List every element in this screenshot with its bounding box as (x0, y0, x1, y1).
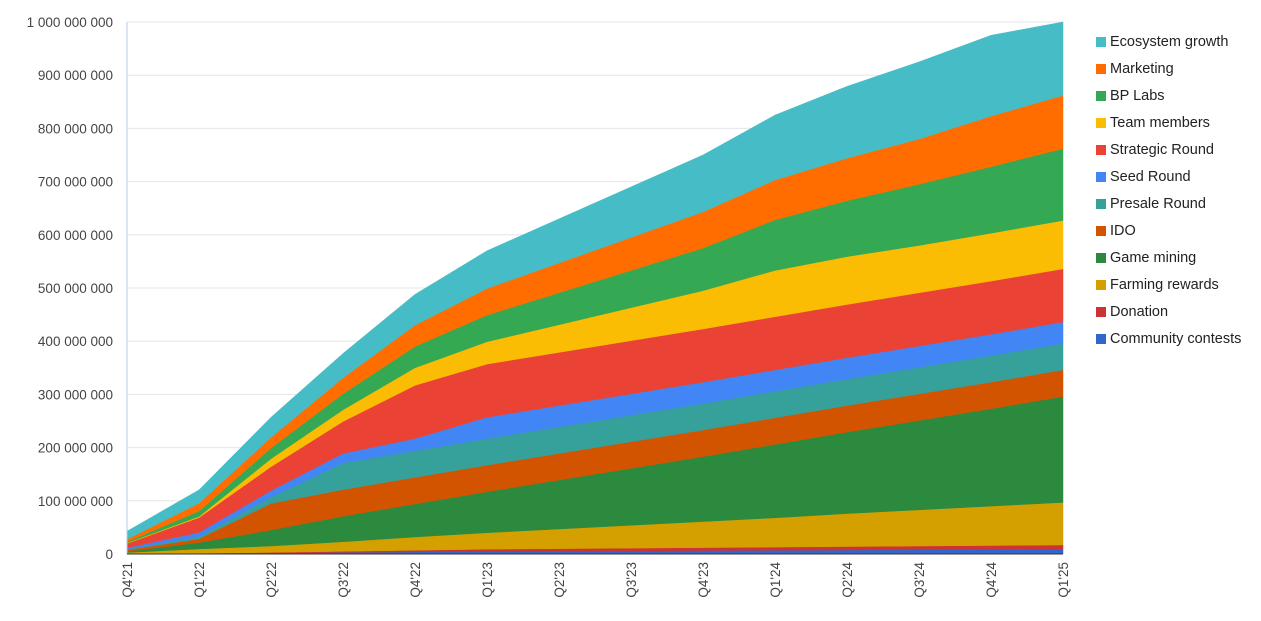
legend-item: Team members (1096, 109, 1241, 136)
legend-label: Team members (1110, 114, 1210, 131)
x-axis: Q4'21 Q1'22 Q2'22 Q3'22 Q4'22 Q1'23 Q2'23 Q3'23… (120, 553, 1071, 598)
legend-swatch (1096, 90, 1106, 101)
y-tick-label: 500 000 000 (38, 281, 113, 296)
x-tick-label: Q1'23 (480, 562, 495, 598)
legend-item: Farming rewards (1096, 271, 1241, 298)
x-tick-label: Q2'24 (840, 562, 855, 598)
x-tick-label: Q4'22 (408, 562, 423, 598)
legend-label: Donation (1110, 303, 1169, 320)
legend-item: Community contests (1096, 325, 1241, 352)
legend-label: Game mining (1110, 249, 1197, 266)
y-tick-label: 400 000 000 (38, 334, 113, 349)
legend-item: Presale Round (1096, 190, 1241, 217)
x-tick-label: Q2'23 (552, 562, 567, 598)
x-tick-label: Q3'22 (336, 562, 351, 598)
legend-item: BP Labs (1096, 82, 1241, 109)
legend-item: IDO (1096, 217, 1241, 244)
x-tick-label: Q1'24 (768, 562, 783, 598)
legend-item: Seed Round (1096, 163, 1241, 190)
y-axis: 0 100 000 000 200 000 000 300 000 000 400 00… (27, 15, 128, 562)
legend-swatch (1096, 252, 1106, 263)
legend-item: Game mining (1096, 244, 1241, 271)
x-tick-label: Q1'25 (1056, 562, 1071, 598)
legend-label: BP Labs (1110, 87, 1165, 104)
legend-item: Marketing (1096, 55, 1241, 82)
x-tick-label: Q2'22 (264, 562, 279, 598)
legend-swatch (1096, 36, 1106, 47)
legend-item: Strategic Round (1096, 136, 1241, 163)
y-tick-label: 100 000 000 (38, 494, 113, 509)
x-tick-label: Q1'22 (192, 562, 207, 598)
legend-swatch (1096, 279, 1106, 290)
legend-swatch (1096, 171, 1106, 182)
legend-item: Donation (1096, 298, 1241, 325)
legend-label: Marketing (1110, 60, 1174, 77)
y-tick-label: 1 000 000 000 (27, 15, 113, 30)
area-ecosystem-growth (126, 21, 1064, 540)
area-series-group (126, 21, 1064, 555)
legend-label: Farming rewards (1110, 276, 1219, 293)
legend: Ecosystem growth Marketing BP Labs Team mem… (1096, 28, 1241, 352)
legend-label: Strategic Round (1110, 141, 1214, 158)
y-tick-label: 700 000 000 (38, 175, 113, 190)
x-tick-label: Q3'23 (624, 562, 639, 598)
y-tick-label: 800 000 000 (38, 121, 113, 136)
legend-swatch (1096, 198, 1106, 209)
legend-swatch (1096, 117, 1106, 128)
y-tick-label: 200 000 000 (38, 441, 113, 456)
legend-swatch (1096, 144, 1106, 155)
legend-label: IDO (1110, 222, 1136, 239)
x-tick-label: Q4'21 (120, 562, 135, 598)
y-tick-label: 900 000 000 (38, 68, 113, 83)
legend-label: Ecosystem growth (1110, 33, 1229, 50)
legend-swatch (1096, 306, 1106, 317)
legend-swatch (1096, 225, 1106, 236)
legend-item: Ecosystem growth (1096, 28, 1241, 55)
x-tick-label: Q3'24 (912, 562, 927, 598)
y-tick-label: 600 000 000 (38, 228, 113, 243)
legend-swatch (1096, 63, 1106, 74)
x-tick-label: Q4'23 (696, 562, 711, 598)
legend-swatch (1096, 333, 1106, 344)
y-tick-label: 300 000 000 (38, 387, 113, 402)
x-tick-label: Q4'24 (984, 562, 999, 598)
legend-label: Seed Round (1110, 168, 1191, 185)
legend-label: Presale Round (1110, 195, 1206, 212)
legend-label: Community contests (1110, 330, 1242, 347)
y-tick-label: 0 (105, 547, 113, 562)
